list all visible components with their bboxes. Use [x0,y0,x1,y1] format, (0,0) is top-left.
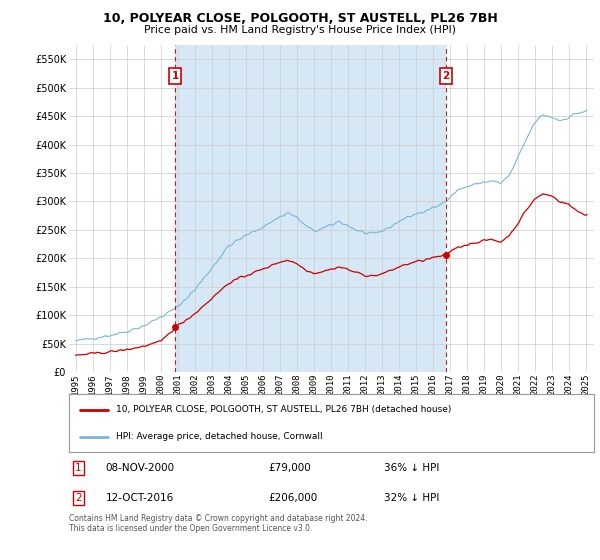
Text: Contains HM Land Registry data © Crown copyright and database right 2024.
This d: Contains HM Land Registry data © Crown c… [69,514,367,534]
Text: 36% ↓ HPI: 36% ↓ HPI [384,463,439,473]
Bar [175,45,446,372]
Text: 2: 2 [75,493,82,503]
Text: 2: 2 [442,71,449,81]
Text: 10, POLYEAR CLOSE, POLGOOTH, ST AUSTELL, PL26 7BH (detached house): 10, POLYEAR CLOSE, POLGOOTH, ST AUSTELL,… [116,405,452,414]
Text: 12-OCT-2016: 12-OCT-2016 [106,493,174,503]
Text: £206,000: £206,000 [269,493,318,503]
Text: HPI: Average price, detached house, Cornwall: HPI: Average price, detached house, Corn… [116,432,323,441]
Text: 1: 1 [172,71,179,81]
Text: 08-NOV-2000: 08-NOV-2000 [106,463,175,473]
Text: 1: 1 [75,463,82,473]
Text: £79,000: £79,000 [269,463,311,473]
Text: 32% ↓ HPI: 32% ↓ HPI [384,493,439,503]
Text: 10, POLYEAR CLOSE, POLGOOTH, ST AUSTELL, PL26 7BH: 10, POLYEAR CLOSE, POLGOOTH, ST AUSTELL,… [103,12,497,25]
Text: Price paid vs. HM Land Registry's House Price Index (HPI): Price paid vs. HM Land Registry's House … [144,25,456,35]
